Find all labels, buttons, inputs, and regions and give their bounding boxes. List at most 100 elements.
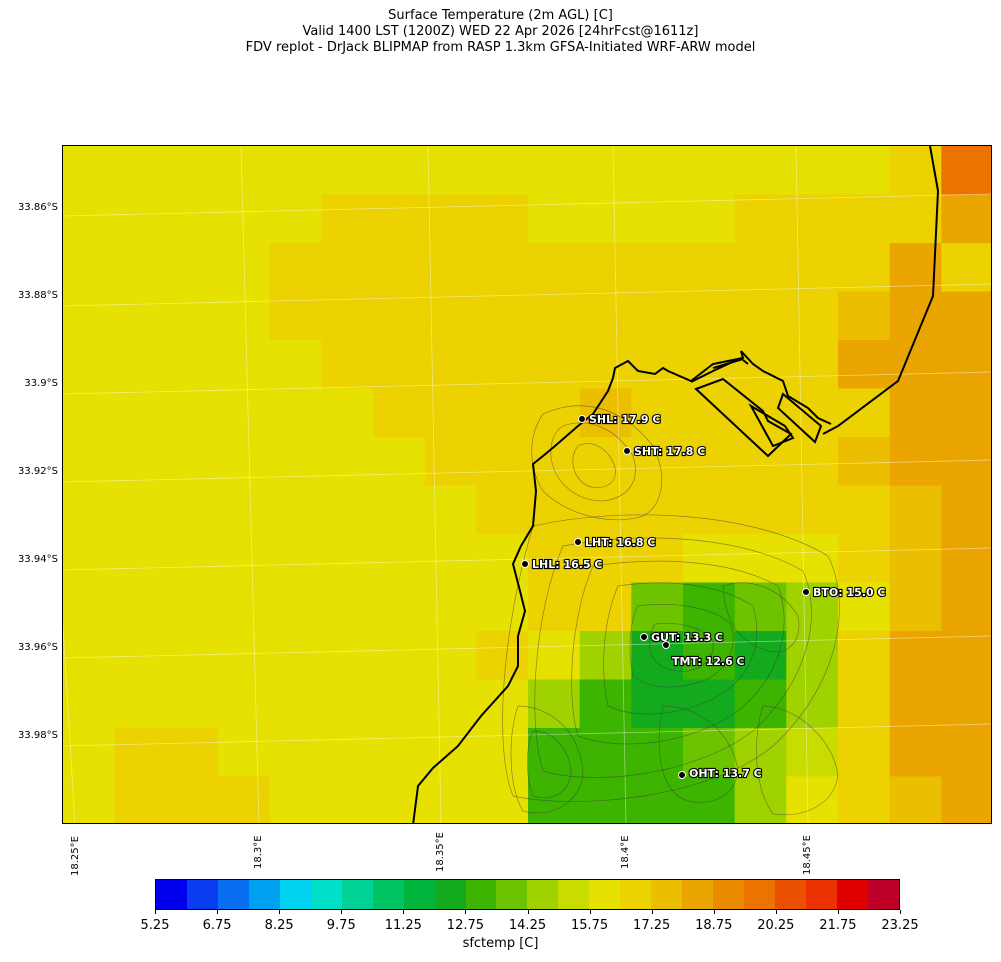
grid-cell	[269, 291, 322, 341]
grid-cell	[579, 243, 632, 293]
grid-cell	[631, 776, 684, 823]
colorbar-tick-label: 18.75	[695, 918, 733, 933]
grid-cell	[476, 340, 529, 390]
lon-label: 18.25°E	[70, 836, 81, 876]
lat-label: 33.98°S	[18, 730, 58, 741]
grid-cell	[114, 194, 167, 244]
grid-cell	[321, 194, 374, 244]
grid-cell	[269, 437, 322, 487]
grid-cell	[786, 291, 839, 341]
grid-cell	[114, 291, 167, 341]
grid-cell	[579, 146, 632, 196]
grid-cell	[941, 534, 991, 584]
grid-cell	[166, 485, 219, 535]
grid-cell	[424, 194, 477, 244]
colorbar-tick	[217, 910, 219, 914]
colorbar-tick-label: 15.75	[570, 918, 609, 933]
grid-cell	[786, 679, 839, 729]
grid-cell	[786, 194, 839, 244]
lat-label: 33.96°S	[18, 642, 58, 653]
grid-cell	[166, 340, 219, 390]
colorbar-swatch	[156, 880, 187, 909]
colorbar-swatch	[372, 880, 404, 909]
grid-cell	[166, 582, 219, 632]
grid-cell	[63, 340, 116, 390]
station-marker[interactable]	[578, 415, 586, 423]
colorbar-tick	[775, 910, 777, 914]
grid-cell	[114, 437, 167, 487]
grid-cell	[218, 534, 271, 584]
grid-cell	[838, 146, 891, 196]
grid-cell	[321, 679, 374, 729]
grid-cell	[424, 291, 477, 341]
grid-cell	[114, 582, 167, 632]
grid-cell	[941, 291, 991, 341]
grid-cell	[631, 194, 684, 244]
grid-cell	[683, 291, 736, 341]
station-marker[interactable]	[662, 641, 670, 649]
grid-cell	[63, 437, 116, 487]
station-marker[interactable]	[678, 771, 686, 779]
colorbar-swatch	[558, 880, 590, 909]
grid-cell	[476, 631, 529, 681]
grid-cell	[579, 776, 632, 823]
grid-cell	[631, 243, 684, 293]
grid-cell	[734, 388, 787, 438]
grid-cell	[218, 194, 271, 244]
grid-cell	[528, 146, 581, 196]
colorbar-swatch	[310, 880, 342, 909]
colorbar-swatch	[713, 880, 745, 909]
grid-cell	[889, 437, 942, 487]
colorbar-swatch	[806, 880, 837, 909]
grid-cell	[63, 679, 116, 729]
grid-cell	[889, 534, 942, 584]
station-marker[interactable]	[802, 588, 810, 596]
map-plot-area[interactable]: SHL: 17.9 C SHT: 17.8 C LHT: 16.8 C LHL: 16…	[62, 145, 992, 824]
grid-cell	[838, 679, 891, 729]
grid-cell	[683, 485, 736, 535]
grid-cell	[631, 340, 684, 390]
grid-cell	[373, 582, 426, 632]
station-marker[interactable]	[640, 633, 648, 641]
grid-cell	[63, 243, 116, 293]
grid-cell	[269, 534, 322, 584]
station-label: OHT: 13.7 C	[689, 767, 762, 780]
grid-cell	[889, 776, 942, 823]
grid-cell	[166, 194, 219, 244]
colorbar-swatch	[620, 880, 652, 909]
grid-cell	[889, 388, 942, 438]
grid-cell	[683, 243, 736, 293]
grid-cell	[424, 582, 477, 632]
grid-cell	[579, 631, 632, 681]
temperature-grid	[63, 146, 991, 823]
grid-cell	[218, 728, 271, 778]
grid-cell	[889, 146, 942, 196]
grid-cell	[269, 582, 322, 632]
grid-cell	[63, 388, 116, 438]
grid-cell	[579, 728, 632, 778]
grid-cell	[114, 388, 167, 438]
grid-cell	[631, 146, 684, 196]
station-marker[interactable]	[521, 560, 529, 568]
colorbar-tick	[651, 910, 653, 914]
grid-cell	[838, 582, 891, 632]
colorbar-swatch	[867, 880, 899, 909]
station-marker[interactable]	[574, 538, 582, 546]
grid-cell	[786, 485, 839, 535]
grid-cell	[218, 437, 271, 487]
grid-cell	[321, 534, 374, 584]
grid-cell	[218, 485, 271, 535]
station-label: LHL: 16.5 C	[532, 558, 603, 571]
colorbar-tick-label: 14.25	[508, 918, 547, 933]
grid-cell	[424, 485, 477, 535]
grid-cell	[321, 631, 374, 681]
station-marker[interactable]	[623, 447, 631, 455]
grid-cell	[63, 631, 116, 681]
colorbar-tick-label: 11.25	[384, 918, 422, 933]
grid-cell	[63, 534, 116, 584]
grid-cell	[373, 631, 426, 681]
colorbar-tick	[900, 910, 901, 914]
grid-cell	[734, 776, 787, 823]
grid-cell	[476, 146, 529, 196]
grid-cell	[114, 776, 167, 823]
